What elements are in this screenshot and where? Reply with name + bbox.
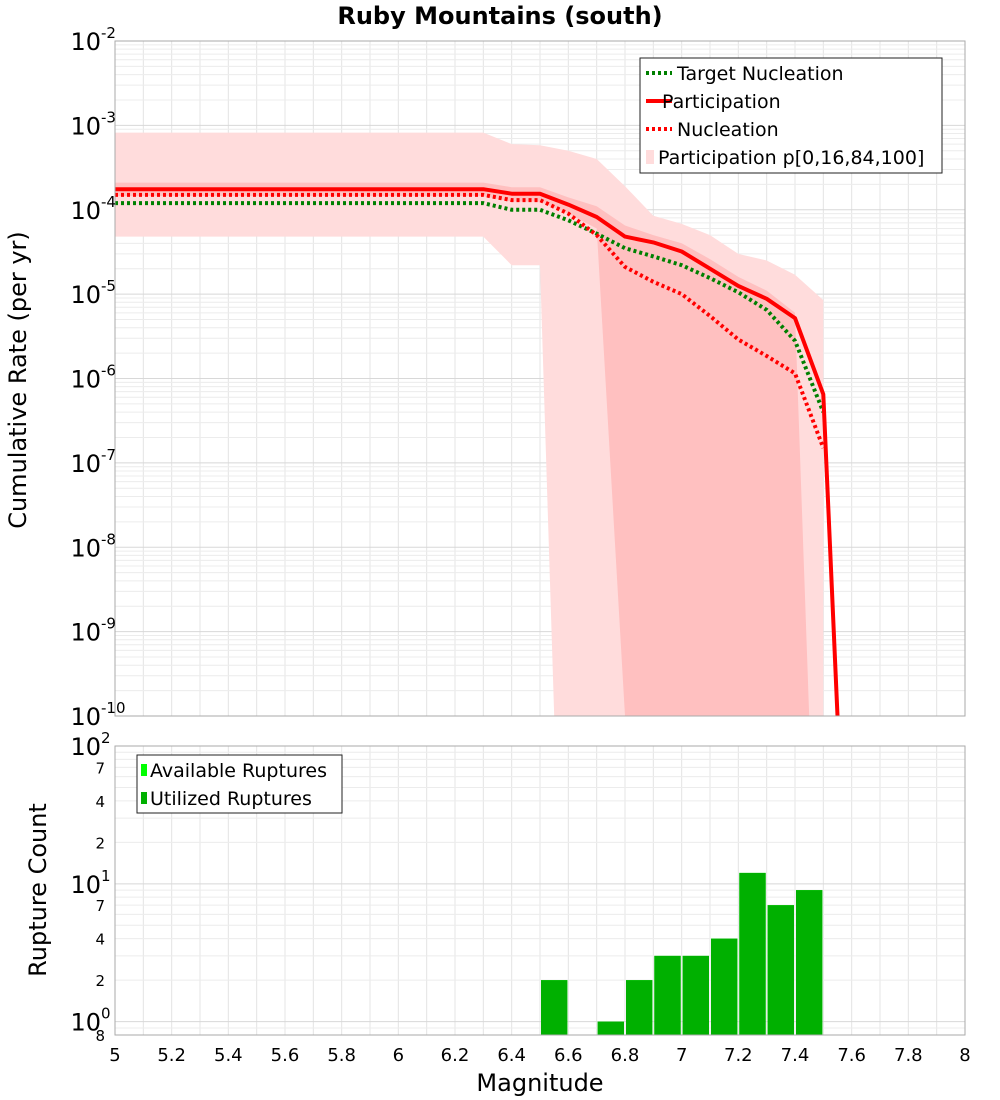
rupture-bars [541,872,823,1035]
y-tick-minor-label: 4 [95,793,105,811]
target-nucleation-line [115,201,826,413]
bottom-plot-frame [114,745,966,1036]
y-tick-base: 10 [70,871,101,899]
legend-label: Available Ruptures [150,760,327,782]
y-tick-label: 10 -3 [70,108,116,140]
y-tick-exponent: -5 [101,277,116,295]
y-tick-base: 10 [70,450,101,478]
bar-utilized [626,980,653,1035]
participation-bands [115,132,824,717]
x-tick-label: 5.4 [214,1045,243,1066]
rate-lines [115,187,840,717]
y-tick-label: 10 -7 [70,446,116,478]
bottom-y-axis-label: Rupture Count [24,803,52,977]
x-tick-label: 6.4 [497,1045,526,1066]
legend-box [639,57,943,174]
legend-swatch-bar [141,764,147,776]
y-tick-exponent: 1 [101,867,111,885]
y-tick-base: 10 [70,112,101,140]
y-tick-label: 10 2 [70,729,110,761]
legend-label: Target Nucleation [676,63,844,85]
y-tick-exponent: 2 [101,729,111,747]
x-tick-label: 7.8 [894,1045,923,1066]
top-y-axis-label: Cumulative Rate (per yr) [4,231,32,529]
x-tick-label: 7.4 [781,1045,810,1066]
y-tick-label: 10 -8 [70,530,116,562]
legend-label: Utilized Ruptures [150,788,312,810]
bar-utilized [711,938,738,1035]
y-tick-base: 10 [70,619,101,647]
x-tick-label: 7 [676,1045,687,1066]
y-tick-minor-label: 2 [95,972,105,990]
bar-utilized [541,980,568,1035]
y-tick-exponent: -8 [101,530,116,548]
x-tick-label: 6.6 [554,1045,583,1066]
y-tick-label: 10 -9 [70,615,116,647]
x-axis-label: Magnitude [476,1069,603,1097]
bar-utilized [739,872,766,1035]
y-tick-exponent: -2 [101,24,116,42]
y-tick-minor-label: 8 [95,1027,105,1045]
y-tick-label: 10 -2 [70,24,116,56]
y-tick-base: 10 [70,197,101,225]
y-tick-minor-label: 7 [95,759,105,777]
x-tick-label: 6.2 [441,1045,470,1066]
x-tick-label: 7.6 [837,1045,866,1066]
band-p16-p84 [115,182,810,717]
y-tick-minor-label: 7 [95,897,105,915]
nucleation-line [115,192,826,449]
legend-label: Nucleation [677,119,779,141]
x-tick-label: 7.2 [724,1045,753,1066]
x-tick-label: 5 [109,1045,120,1066]
y-tick-exponent: -10 [101,699,126,717]
y-tick-base: 10 [70,733,101,761]
y-tick-label: 10 -5 [70,277,116,309]
bar-utilized [597,1021,624,1035]
y-tick-base: 10 [70,534,101,562]
x-tick-label: 6.8 [611,1045,640,1066]
x-tick-label: 8 [959,1045,970,1066]
bar-utilized [682,955,709,1035]
top-plot-frame [114,40,966,717]
y-tick-base: 10 [70,703,101,731]
bar-utilized [767,905,794,1035]
top-legend: Target Nucleation Participation Nucleation… [639,57,943,174]
legend-swatch-band [646,150,654,164]
x-ticks: 5 5.2 5.4 5.6 5.8 6 6.2 6.4 6.6 6.8 7 7.2 7.4 7.6 7.8 8 [109,1045,970,1066]
legend-label: Participation p[0,16,84,100] [658,147,924,169]
bar-utilized [796,890,823,1035]
participation-line [115,187,840,717]
legend-swatch-bar [141,792,147,804]
y-tick-exponent: -3 [101,108,116,126]
bar-utilized [654,955,681,1035]
x-tick-label: 5.2 [157,1045,186,1066]
y-tick-label: 10 -10 [70,699,125,731]
x-tick-label: 6 [393,1045,404,1066]
y-tick-label: 10 1 [70,867,110,899]
top-y-ticks: 10-210-310-410-510-610-710-810-910-10 [70,24,125,731]
y-tick-base: 10 [70,281,101,309]
y-tick-exponent: -4 [101,193,116,211]
y-tick-base: 10 [70,28,101,56]
y-tick-exponent: 0 [101,1005,111,1023]
y-tick-label: 10 -6 [70,362,116,394]
y-tick-label: 10 0 [70,1005,110,1037]
y-tick-minor-label: 4 [95,931,105,949]
bottom-legend: Available Ruptures Utilized Ruptures [136,754,343,814]
chart-title: Ruby Mountains (south) [337,2,662,30]
y-tick-label: 10 -4 [70,193,116,225]
legend-label: Participation [662,91,781,113]
x-tick-label: 5.8 [327,1045,356,1066]
y-tick-exponent: -9 [101,615,116,633]
y-tick-base: 10 [70,366,101,394]
y-tick-minor-label: 2 [95,834,105,852]
x-tick-label: 5.6 [271,1045,300,1066]
legend-box [136,754,343,814]
y-tick-exponent: -7 [101,446,116,464]
y-tick-base: 10 [70,1009,101,1037]
y-tick-exponent: -6 [101,362,116,380]
